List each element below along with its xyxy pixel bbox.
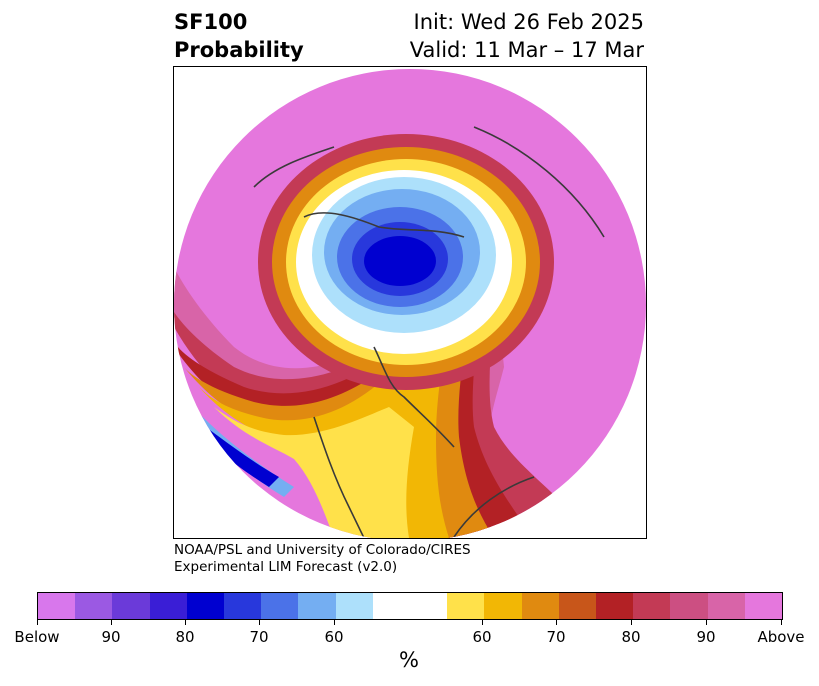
colorbar-tick	[185, 619, 186, 625]
colorbar-unit: %	[399, 648, 419, 672]
colorbar-tick-label: 60	[324, 628, 344, 646]
credit: NOAA/PSL and University of Colorado/CIRE…	[174, 542, 471, 576]
probability-map	[174, 69, 646, 538]
colorbar-tick	[259, 619, 260, 625]
colorbar-tick	[111, 619, 112, 625]
colorbar-segment	[149, 593, 187, 619]
colorbar-tick-label: Above	[757, 628, 805, 646]
colorbar-segment	[224, 593, 262, 619]
title-subtitle: Probability	[174, 38, 304, 62]
credit-line2: Experimental LIM Forecast (v2.0)	[174, 559, 398, 575]
colorbar-tick	[334, 619, 335, 625]
colorbar-segment	[744, 593, 783, 619]
colorbar-tick	[37, 619, 38, 625]
colorbar-tick-label: 70	[546, 628, 566, 646]
title-product: SF100	[174, 10, 248, 34]
title-left: SF100 Probability	[174, 8, 304, 64]
colorbar-tick	[482, 619, 483, 625]
colorbar-segment	[447, 593, 485, 619]
colorbar-segment	[372, 593, 448, 619]
title-right: Init: Wed 26 Feb 2025 Valid: 11 Mar – 17…	[410, 8, 644, 64]
colorbar-tick	[631, 619, 632, 625]
colorbar-tick	[556, 619, 557, 625]
colorbar-tick-label: 70	[249, 628, 269, 646]
map-frame	[173, 66, 647, 539]
colorbar-segment	[186, 593, 225, 619]
colorbar-segment	[261, 593, 299, 619]
colorbar-segment	[38, 593, 76, 619]
colorbar-tick-label: 80	[621, 628, 641, 646]
colorbar-segment	[558, 593, 597, 619]
valid-range: Valid: 11 Mar – 17 Mar	[409, 38, 644, 62]
colorbar-tick	[781, 619, 782, 625]
colorbar-segment	[707, 593, 745, 619]
colorbar-segment	[335, 593, 373, 619]
colorbar-segment	[75, 593, 113, 619]
colorbar	[37, 592, 783, 620]
colorbar-segment	[633, 593, 671, 619]
colorbar-segment	[521, 593, 559, 619]
colorbar-tick-label: 60	[472, 628, 492, 646]
colorbar-segment	[484, 593, 522, 619]
init-date: Init: Wed 26 Feb 2025	[413, 10, 644, 34]
colorbar-tick-label: Below	[14, 628, 60, 646]
colorbar-tick-label: 90	[101, 628, 121, 646]
colorbar-segment	[670, 593, 708, 619]
colorbar-tick-label: 80	[175, 628, 195, 646]
colorbar-segment	[596, 593, 634, 619]
colorbar-tick-label: 90	[696, 628, 716, 646]
colorbar-segment	[298, 593, 336, 619]
colorbar-segment	[112, 593, 150, 619]
credit-line1: NOAA/PSL and University of Colorado/CIRE…	[174, 542, 471, 558]
colorbar-tick	[706, 619, 707, 625]
